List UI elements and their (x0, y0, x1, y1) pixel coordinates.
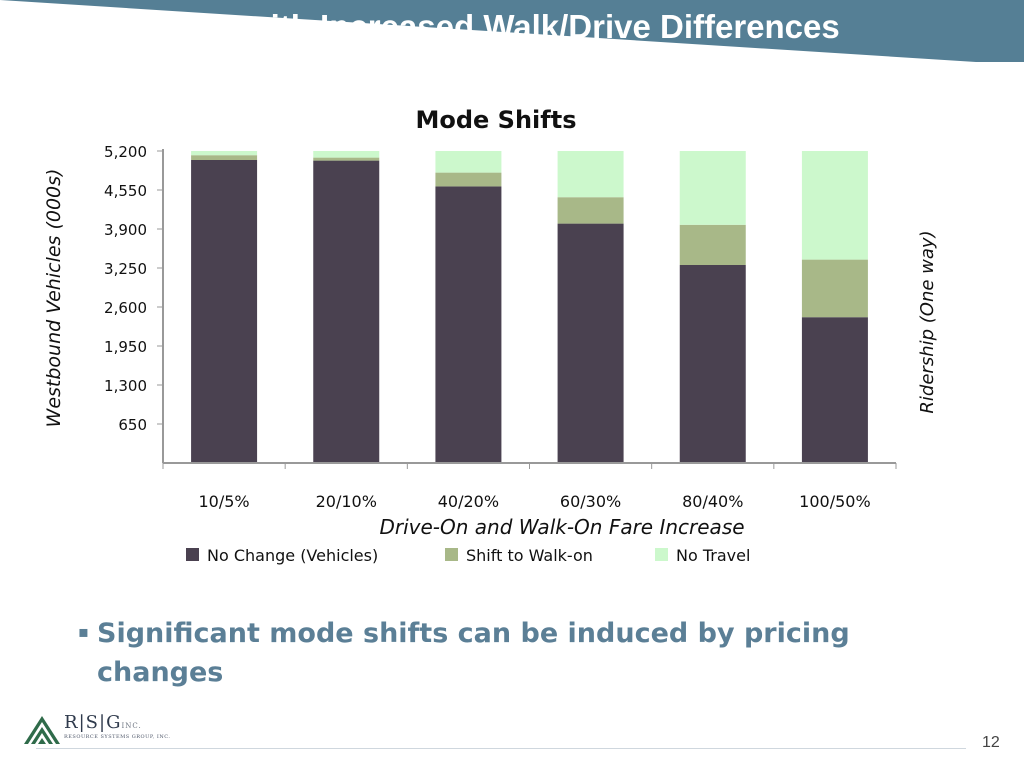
bars (191, 151, 868, 463)
y-tick-label: 1,300 (104, 377, 147, 395)
bar-no-travel-1 (191, 151, 258, 156)
bar-shift-to-walk-on-5 (679, 224, 746, 265)
slide-title: Higher Fares with Increased Walk/Drive D… (34, 8, 840, 45)
bar-no-travel-4 (557, 151, 624, 198)
legend-swatch (186, 548, 199, 561)
bar-no-travel-6 (801, 151, 868, 260)
page-number: 12 (982, 734, 1000, 751)
legend-swatch (445, 548, 458, 561)
y-tick-label: 3,250 (104, 260, 147, 278)
y-tick-label: 1,950 (104, 338, 147, 356)
bullet-point: ▪ Significant mode shifts can be induced… (78, 614, 898, 692)
bar-no-change-6 (801, 317, 868, 463)
rsg-logo: R|S|GINC. RESOURCE SYSTEMS GROUP, INC. (24, 708, 170, 748)
logo-suffix: INC. (121, 722, 142, 730)
title-banner-shape (0, 0, 1024, 62)
bar-shift-to-walk-on-2 (313, 157, 380, 161)
chart-legend: No Change (Vehicles) Shift to Walk-on No T… (186, 546, 750, 565)
legend-label: No Travel (676, 546, 750, 565)
x-tick-label: 10/5% (199, 492, 250, 511)
x-tick-label: 100/50% (799, 492, 871, 511)
y-axis-label: Westbound Vehicles (000s) (43, 169, 65, 428)
x-tick-label: 40/20% (438, 492, 499, 511)
axes (162, 149, 897, 469)
footer-divider (36, 748, 966, 749)
x-axis-label: Drive-On and Walk-On Fare Increase (379, 515, 744, 539)
logo-wordmark: R|S|GINC. (64, 712, 142, 733)
mountains-icon (24, 716, 60, 744)
bar-no-change-3 (435, 186, 502, 463)
legend-label: Shift to Walk-on (466, 546, 593, 565)
x-tick-label: 60/30% (560, 492, 621, 511)
bar-no-change-2 (313, 160, 380, 463)
bar-no-travel-2 (313, 151, 380, 158)
y-axis-ticks: 650 1,300 1,950 2,600 3,250 3,900 4,550 5,200 (104, 143, 163, 434)
x-tick-label: 20/10% (316, 492, 377, 511)
logo-subtitle: RESOURCE SYSTEMS GROUP, INC. (64, 734, 171, 740)
mode-shifts-chart: Mode Shifts 650 1,300 1,950 2,600 3,250 3,900… (43, 106, 938, 565)
logo-letter-g: G (106, 712, 122, 733)
chart-title: Mode Shifts (416, 106, 577, 134)
y-tick-label: 2,600 (104, 299, 147, 317)
bullet-marker: ▪ (78, 622, 89, 641)
title-banner (0, 0, 1024, 62)
x-tick-label: 80/40% (682, 492, 743, 511)
y-tick-label: 650 (118, 416, 147, 434)
y-tick-label: 4,550 (104, 182, 147, 200)
legend-label: No Change (Vehicles) (207, 546, 378, 565)
bar-no-change-5 (679, 265, 746, 463)
bar-shift-to-walk-on-1 (191, 155, 258, 160)
bar-no-change-4 (557, 223, 624, 463)
y-tick-label: 5,200 (104, 143, 147, 161)
logo-letter-s: S (85, 712, 99, 733)
logo-letter-r: R (64, 712, 79, 733)
bullet-text: Significant mode shifts can be induced b… (97, 618, 850, 688)
bar-no-travel-3 (435, 151, 502, 173)
bar-no-change-1 (191, 160, 258, 463)
y-axis-label-right: Ridership (One way) (917, 230, 938, 413)
bar-shift-to-walk-on-6 (801, 259, 868, 318)
x-axis-tick-labels: 10/5% 20/10% 40/20% 60/30% 80/40% 100/50% (199, 492, 871, 511)
bar-shift-to-walk-on-3 (435, 172, 502, 187)
y-tick-label: 3,900 (104, 221, 147, 239)
bar-shift-to-walk-on-4 (557, 197, 624, 224)
bar-no-travel-5 (679, 151, 746, 225)
legend-swatch (655, 548, 668, 561)
